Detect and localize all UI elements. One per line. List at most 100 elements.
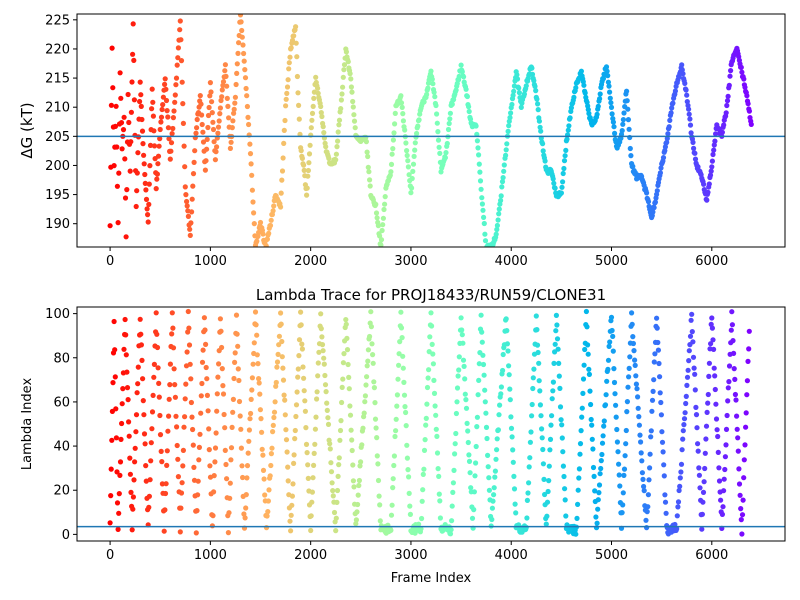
data-point (726, 82, 732, 88)
data-point (663, 510, 669, 516)
data-point (702, 465, 708, 472)
data-point (625, 384, 631, 390)
data-point (151, 361, 157, 367)
data-point (526, 464, 532, 470)
data-point (606, 343, 612, 349)
data-point (577, 441, 584, 447)
data-point (712, 373, 718, 379)
data-point (394, 392, 400, 398)
data-point (219, 344, 225, 351)
data-point (210, 513, 216, 519)
data-point (298, 309, 304, 315)
data-point (268, 451, 274, 457)
data-point (128, 109, 134, 115)
data-point (543, 521, 549, 527)
data-point (200, 129, 206, 135)
data-point (177, 529, 183, 535)
data-point (227, 495, 233, 501)
data-point (209, 110, 215, 116)
data-point (190, 171, 197, 177)
data-point (142, 171, 148, 178)
data-point (674, 526, 680, 532)
data-point (509, 101, 515, 108)
data-point (281, 127, 287, 133)
data-point (393, 428, 399, 434)
data-point (170, 345, 177, 351)
data-point (726, 363, 733, 369)
data-point (437, 150, 443, 156)
data-point (540, 148, 546, 154)
data-point (731, 366, 737, 372)
data-point (231, 110, 237, 116)
data-point (678, 469, 684, 475)
data-point (166, 413, 172, 419)
data-point (251, 340, 257, 346)
data-point (110, 85, 116, 91)
data-point (428, 310, 434, 316)
data-point (555, 346, 561, 352)
data-point (367, 177, 373, 183)
data-point (206, 104, 212, 111)
data-point (206, 447, 212, 453)
data-point (629, 310, 635, 316)
data-point (320, 348, 326, 354)
data-point (595, 497, 601, 503)
data-point (232, 359, 238, 365)
data-point (154, 176, 160, 182)
data-point (485, 452, 491, 458)
x-tick-label: 5000 (595, 548, 628, 563)
data-point (185, 213, 191, 219)
data-point (249, 172, 255, 178)
data-point (405, 467, 411, 473)
data-point (649, 408, 655, 414)
data-point (242, 75, 249, 81)
data-point (280, 365, 286, 371)
data-point (175, 55, 181, 61)
data-point (169, 131, 175, 137)
data-point (271, 203, 277, 209)
data-point (581, 82, 587, 88)
data-point (134, 170, 140, 176)
data-point (480, 352, 486, 358)
data-point (493, 456, 499, 462)
data-point (177, 27, 183, 33)
data-point (388, 527, 394, 533)
data-point (549, 413, 555, 419)
data-point (156, 380, 162, 386)
data-point (654, 325, 660, 331)
data-point (608, 314, 615, 320)
data-point (505, 348, 511, 354)
data-point (624, 88, 630, 94)
data-point (167, 382, 173, 388)
data-point (585, 342, 591, 348)
top-axes-frame (76, 13, 786, 248)
data-point (701, 181, 707, 187)
data-point (709, 164, 715, 170)
data-point (561, 165, 567, 172)
data-point (189, 196, 195, 202)
data-point (215, 124, 222, 130)
data-point (365, 164, 371, 170)
data-point (168, 140, 175, 146)
data-point (171, 108, 177, 114)
data-point (453, 430, 459, 437)
data-point (113, 103, 119, 109)
data-point (434, 111, 440, 117)
data-point (409, 185, 415, 191)
data-point (160, 94, 166, 100)
data-point (185, 308, 191, 315)
data-point (189, 414, 195, 420)
data-point (109, 437, 115, 443)
data-point (371, 385, 377, 391)
data-point (391, 130, 397, 136)
data-point (748, 121, 754, 127)
data-point (639, 470, 646, 476)
data-point (474, 138, 480, 144)
data-point (148, 440, 154, 446)
data-point (550, 388, 556, 394)
data-point (592, 488, 598, 494)
data-point (236, 40, 242, 46)
data-point (493, 231, 499, 237)
data-point (349, 89, 355, 95)
data-point (725, 398, 731, 404)
